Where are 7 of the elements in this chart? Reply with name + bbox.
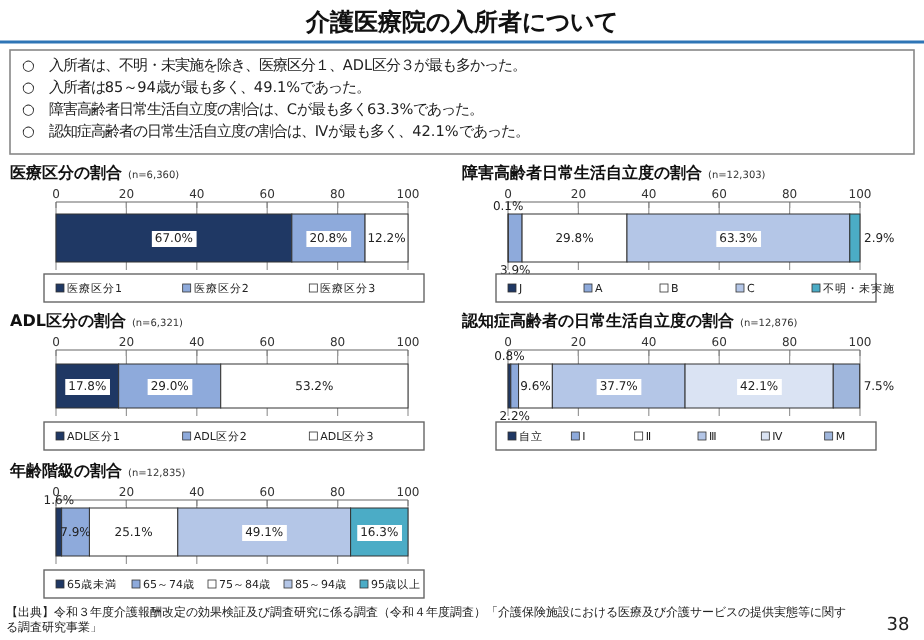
chart-title: 認知症高齢者の日常生活自立度の割合 [460, 310, 736, 330]
chart-title: ADL区分の割合 [10, 312, 128, 330]
text: 介護医療院の入所者について [304, 8, 618, 36]
text: 38 [886, 616, 910, 636]
chart-title: 障害高齢者日常生活自立度の割合 [462, 162, 704, 182]
chart-title: 医療区分の割合 [10, 162, 124, 182]
chart-title: 年齢階級の割合 [8, 462, 124, 480]
